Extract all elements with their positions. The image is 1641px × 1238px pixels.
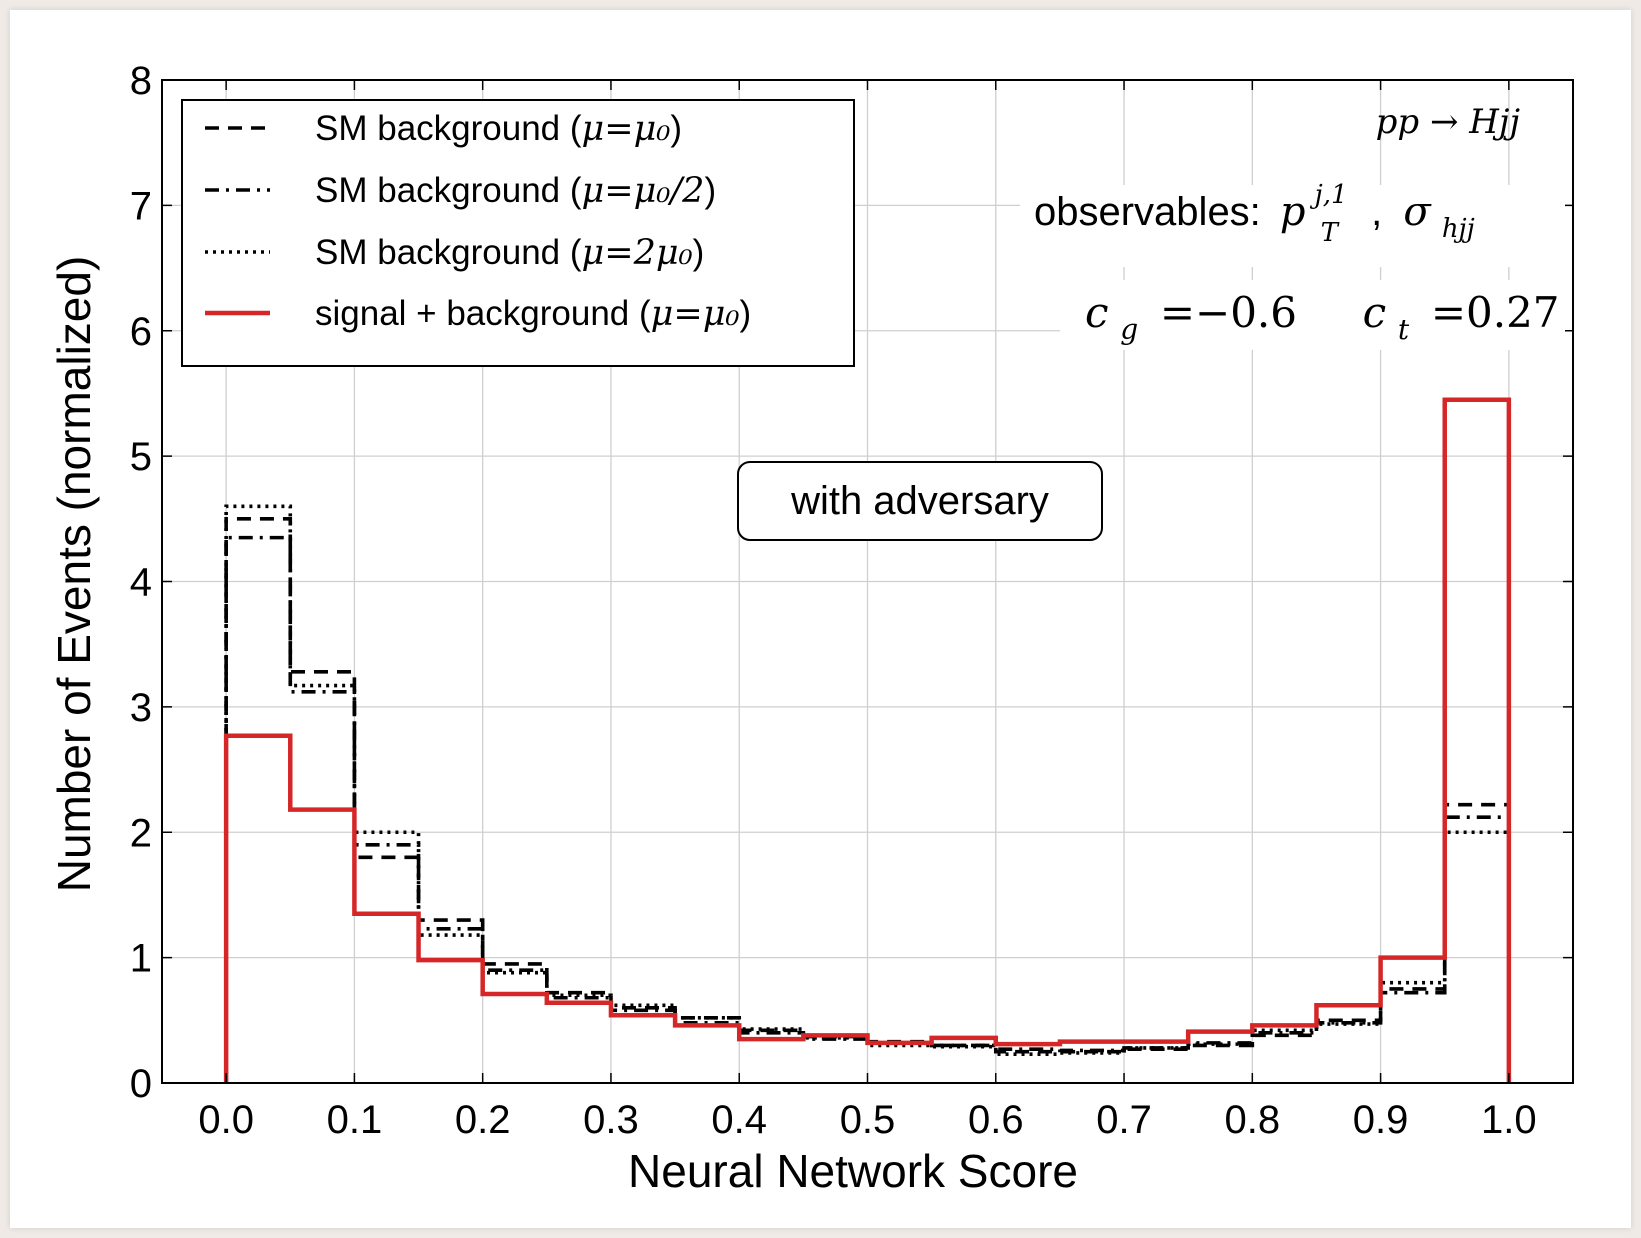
y-tick-label: 7 (130, 184, 152, 228)
x-tick-label: 0.5 (840, 1098, 896, 1142)
coefficients-label: c g =−0.6 c t =0.27 (1085, 288, 1560, 348)
coefficients-backdrop (1060, 280, 1565, 350)
y-tick-label: 8 (130, 59, 152, 103)
legend-label: SM background (μ=2μ₀) (315, 233, 704, 273)
series-solid-step (223, 397, 1512, 1083)
y-tick-label: 5 (130, 435, 152, 479)
x-tick-label: 0.7 (1096, 1098, 1152, 1142)
y-tick-label: 0 (130, 1062, 152, 1106)
y-tick-label: 3 (130, 686, 152, 730)
x-tick-label: 0.9 (1353, 1098, 1409, 1142)
y-axis-title: Number of Events (normalized) (48, 256, 100, 893)
with-adversary-box (737, 461, 1103, 541)
x-tick-label: 0.8 (1225, 1098, 1281, 1142)
x-tick-label: 0.3 (583, 1098, 639, 1142)
y-tick-label: 2 (130, 811, 152, 855)
process-label: pp → Hjj (1376, 102, 1521, 142)
series-layer (223, 397, 1512, 1083)
annotations: pp → Hjj observables: p j,1 T , σ hjj c … (737, 102, 1565, 541)
legend-label: SM background (μ=μ₀) (315, 109, 682, 149)
x-tick-label: 0.0 (198, 1098, 254, 1142)
x-tick-label: 0.2 (455, 1098, 511, 1142)
legend-label: SM background (μ=μ₀/2) (315, 171, 716, 211)
figure-panel: 0.0 0.1 0.2 0.3 0.4 0.5 0.6 0.7 0.8 0.9 1.0 0 1 2 3 4 5 6… (10, 10, 1631, 1228)
legend-label: signal + background (μ=μ₀) (315, 294, 751, 334)
x-axis-title: Neural Network Score (628, 1145, 1078, 1197)
y-tick-label: 6 (130, 310, 152, 354)
x-tick-label: 1.0 (1481, 1098, 1537, 1142)
with-adversary-label: with adversary (790, 479, 1049, 523)
x-tick-label: 0.4 (711, 1098, 767, 1142)
observables-label: observables: p j,1 T , σ hjj (1034, 168, 1475, 250)
observables-backdrop (1020, 185, 1565, 267)
histogram-chart: 0.0 0.1 0.2 0.3 0.4 0.5 0.6 0.7 0.8 0.9 1.0 0 1 2 3 4 5 6… (48, 59, 1574, 1197)
legend: SM background (μ=μ₀) SM background (μ=μ₀/… (181, 99, 855, 367)
x-tick-label: 0.1 (327, 1098, 383, 1142)
ticks: 0.0 0.1 0.2 0.3 0.4 0.5 0.6 0.7 0.8 0.9 1.0 0 1 2 3 4 5 6… (130, 59, 1573, 1142)
y-tick-label: 4 (130, 561, 152, 605)
x-tick-label: 0.6 (968, 1098, 1024, 1142)
legend-box (181, 99, 855, 367)
y-tick-label: 1 (130, 937, 152, 981)
